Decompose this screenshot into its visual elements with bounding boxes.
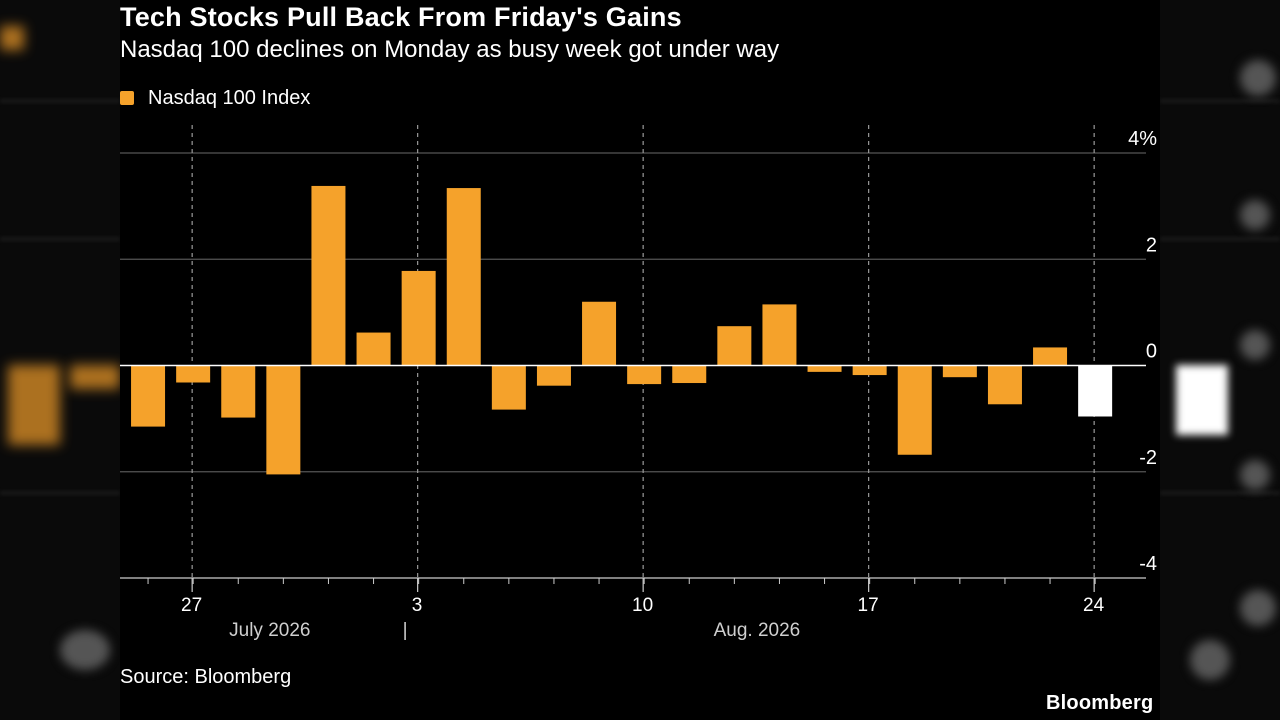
bar xyxy=(176,365,211,383)
bar xyxy=(582,301,617,366)
bar xyxy=(401,270,436,366)
x-tick-label: 17 xyxy=(858,595,879,616)
bar xyxy=(356,332,391,366)
background-right-panel xyxy=(1160,0,1280,720)
y-tick-label: 0 xyxy=(1146,341,1157,363)
x-tick-label: 3 xyxy=(412,595,423,616)
bar xyxy=(987,365,1022,405)
bar-highlight xyxy=(1078,365,1113,417)
bar xyxy=(807,365,842,372)
chart-title: Tech Stocks Pull Back From Friday's Gain… xyxy=(120,2,682,32)
background-left-panel xyxy=(0,0,120,720)
bloomberg-logo: Bloomberg xyxy=(1046,692,1154,714)
chart-panel xyxy=(120,0,1160,720)
bar xyxy=(897,365,932,455)
bar xyxy=(852,365,887,376)
legend-label: Nasdaq 100 Index xyxy=(148,86,311,109)
x-tick-label: 10 xyxy=(632,595,653,616)
month-label: July 2026 xyxy=(229,620,310,641)
month-label: Aug. 2026 xyxy=(714,620,801,641)
chart-subtitle: Nasdaq 100 declines on Monday as busy we… xyxy=(120,36,780,63)
source-note: Source: Bloomberg xyxy=(120,666,292,688)
legend-swatch xyxy=(120,91,134,105)
y-tick-label: -2 xyxy=(1139,447,1157,469)
bar xyxy=(627,365,662,385)
y-tick-label: -4 xyxy=(1139,553,1157,575)
x-tick-label: 27 xyxy=(181,595,202,616)
legend: Nasdaq 100 Index xyxy=(120,86,310,110)
bar xyxy=(311,185,346,366)
x-tick-label: 24 xyxy=(1083,595,1105,616)
bar xyxy=(266,365,301,475)
bar xyxy=(446,188,481,366)
month-divider: | xyxy=(403,620,408,641)
bar xyxy=(536,365,571,386)
bar xyxy=(942,365,977,378)
bar xyxy=(717,326,752,366)
bar xyxy=(221,365,256,418)
bar xyxy=(762,304,797,366)
y-tick-label: 2 xyxy=(1146,234,1157,256)
bar xyxy=(672,365,707,384)
bar xyxy=(131,365,166,427)
bar xyxy=(1033,347,1068,366)
y-tick-label: 4% xyxy=(1128,128,1157,150)
bar xyxy=(491,365,526,410)
